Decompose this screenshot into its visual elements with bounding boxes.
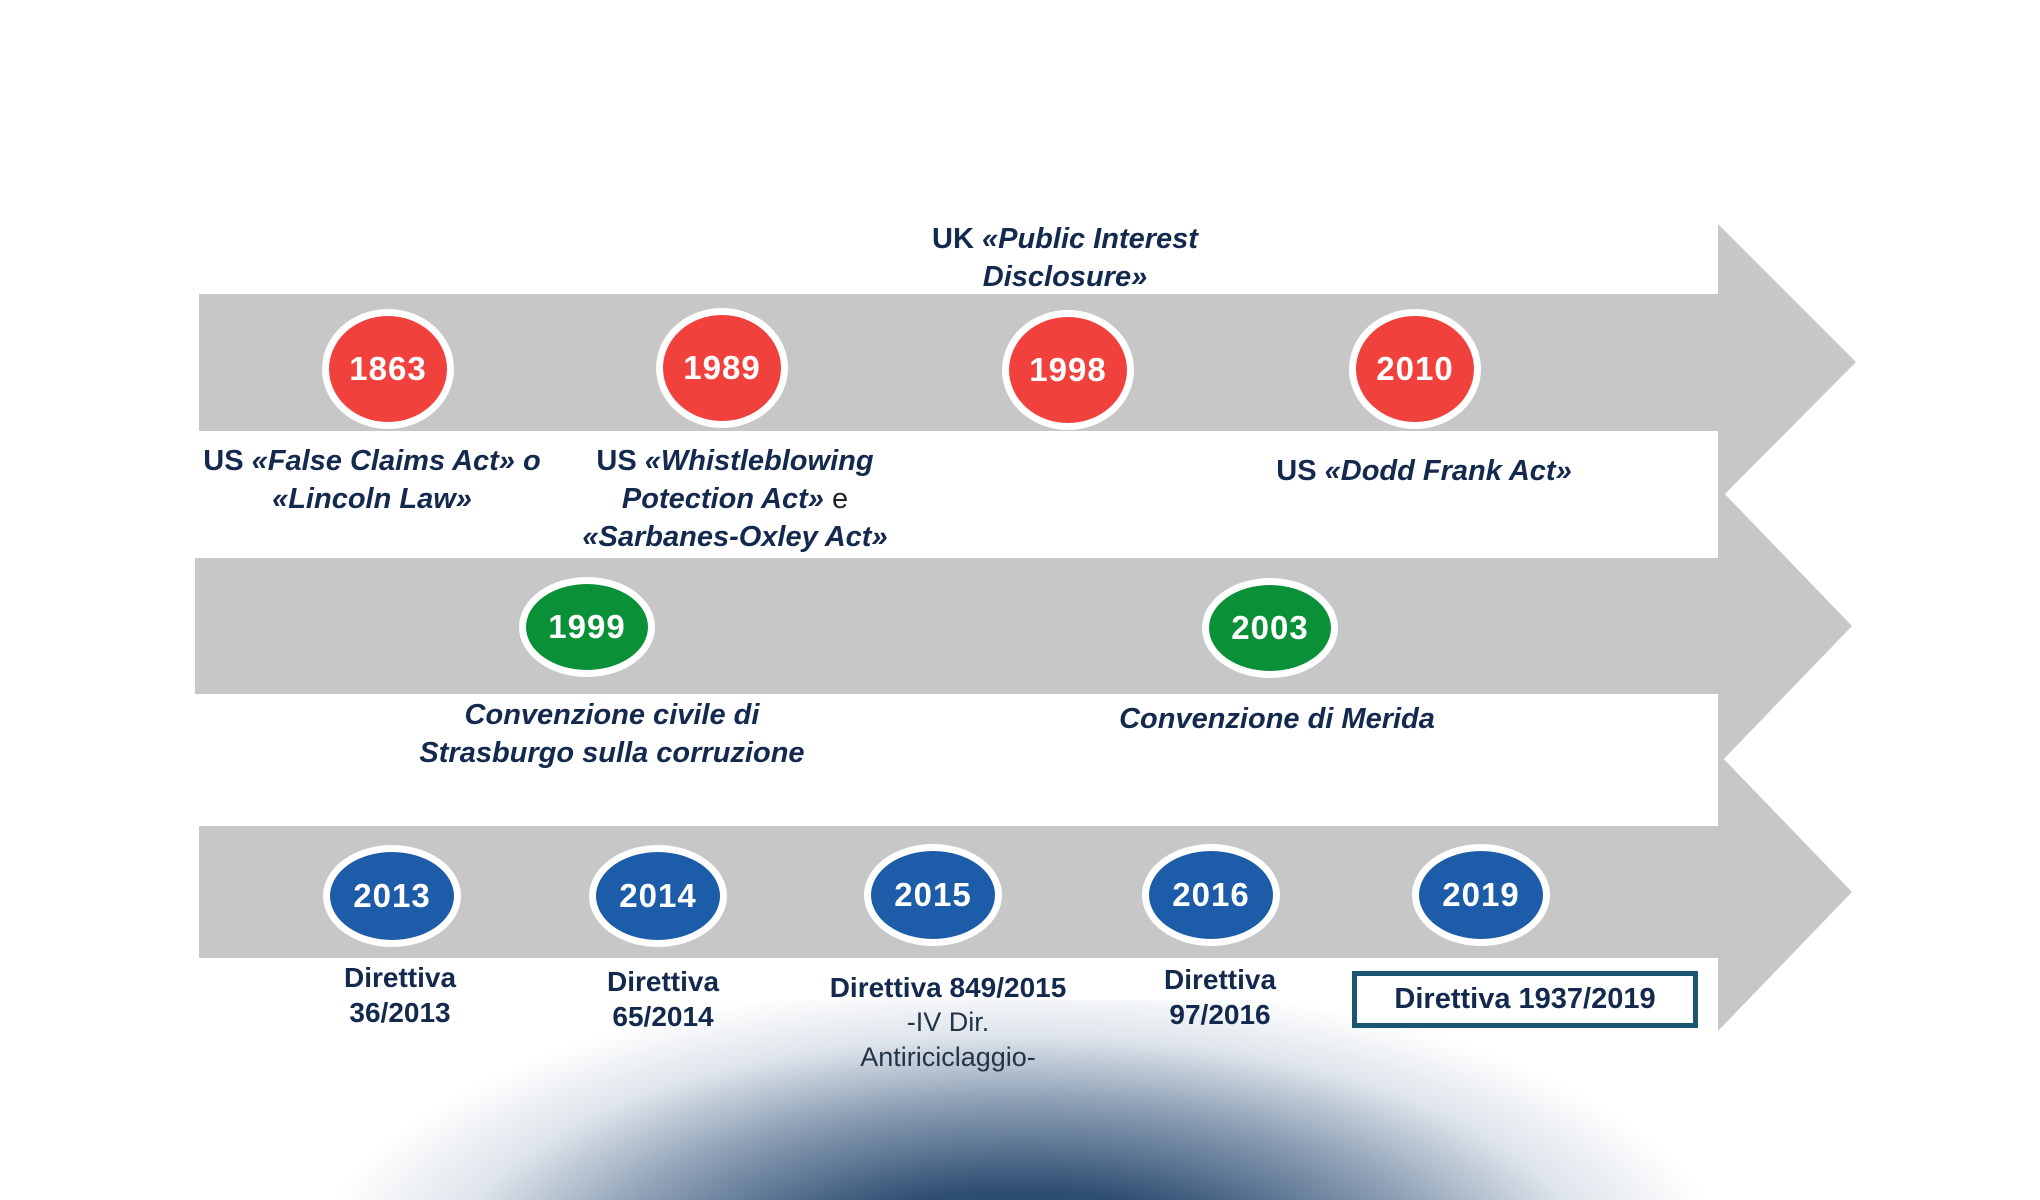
year-marker-2003: 2003	[1202, 578, 1338, 678]
year-marker-1998: 1998	[1002, 310, 1134, 430]
label-line: Direttiva	[343, 962, 457, 993]
label-line: Convenzione di Merida	[1119, 703, 1435, 735]
year-marker-2014: 2014	[589, 845, 727, 947]
year-marker-1863: 1863	[322, 309, 454, 429]
label-italic: «False Claims Act» o	[251, 445, 541, 477]
label-italic: «Dodd Frank Act»	[1324, 455, 1572, 487]
event-label-dodd-frank-act: US «Dodd Frank Act»	[1164, 452, 1684, 490]
label-line: Direttiva	[1163, 964, 1277, 995]
event-label-direttiva-849-2015: Direttiva 849/2015 -IV Dir. Antiriciclag…	[788, 970, 1108, 1075]
year-marker-1999: 1999	[519, 577, 655, 677]
bottom-gradient-decoration	[0, 1000, 2040, 1200]
year-marker-2013: 2013	[323, 845, 461, 947]
label-line: 36/2013	[349, 997, 451, 1028]
label-line: US «Dodd Frank Act»	[1164, 452, 1684, 490]
timeline-arrow-row3	[199, 753, 1852, 1031]
event-label-direttiva-1937-2019-box: Direttiva 1937/2019	[1352, 971, 1698, 1028]
label-line: -IV Dir.	[906, 1007, 990, 1037]
year-2003-text: 2003	[1231, 609, 1309, 646]
label-line: Potection Act» e	[565, 480, 905, 518]
year-1989-text: 1989	[683, 349, 761, 386]
label-line: Disclosure»	[982, 261, 1148, 293]
year-marker-2019: 2019	[1412, 844, 1550, 946]
label-line: «Lincoln Law»	[272, 483, 472, 515]
year-2019-text: 2019	[1442, 876, 1520, 913]
year-marker-2010: 2010	[1349, 309, 1481, 429]
year-marker-2015: 2015	[864, 844, 1002, 946]
timeline-arrow-row2	[195, 487, 1852, 765]
label-prefix: US	[203, 445, 244, 477]
event-label-direttiva-97-2016: Direttiva 97/2016	[1120, 962, 1320, 1032]
label-italic: «Whistleblowing	[644, 445, 874, 477]
event-label-direttiva-36-2013: Direttiva 36/2013	[300, 960, 500, 1030]
label-line: UK «Public Interest	[885, 220, 1245, 258]
label-italic: «Public Interest	[981, 223, 1198, 255]
year-1998-text: 1998	[1029, 351, 1107, 388]
year-marker-1989: 1989	[656, 308, 788, 428]
label-line: Direttiva	[606, 966, 720, 997]
year-marker-2016: 2016	[1142, 844, 1280, 946]
event-label-false-claims-act: US «False Claims Act» o «Lincoln Law»	[157, 442, 587, 518]
label-line: Antiriciclaggio-	[860, 1042, 1036, 1072]
year-2016-text: 2016	[1172, 876, 1250, 913]
label-prefix: UK	[932, 223, 974, 255]
year-2015-text: 2015	[894, 876, 972, 913]
label-line: 97/2016	[1169, 999, 1271, 1030]
label-line: Convenzione civile di	[464, 699, 760, 731]
event-label-convenzione-strasburgo: Convenzione civile di Strasburgo sulla c…	[397, 696, 827, 772]
event-label-whistleblowing-protection-act: US «Whistleblowing Potection Act» e «Sar…	[565, 442, 905, 556]
event-label-direttiva-65-2014: Direttiva 65/2014	[563, 964, 763, 1034]
label-line: US «False Claims Act» o	[157, 442, 587, 480]
label-line: Direttiva 849/2015	[829, 972, 1067, 1003]
label-line: Strasburgo sulla corruzione	[419, 737, 805, 769]
event-label-convenzione-merida: Convenzione di Merida	[1062, 700, 1492, 738]
label-prefix: US	[596, 445, 637, 477]
year-1999-text: 1999	[548, 608, 626, 645]
year-1863-text: 1863	[349, 350, 427, 387]
label-line: US «Whistleblowing	[565, 442, 905, 480]
label-line: «Sarbanes-Oxley Act»	[582, 521, 888, 553]
year-2013-text: 2013	[353, 877, 431, 914]
label-connector: e	[831, 483, 849, 515]
label-line: 65/2014	[612, 1001, 714, 1032]
year-2014-text: 2014	[619, 877, 697, 914]
label-prefix: US	[1276, 455, 1317, 487]
boxed-label-text: Direttiva 1937/2019	[1394, 983, 1656, 1015]
year-2010-text: 2010	[1376, 350, 1454, 387]
label-italic: Potection Act»	[621, 483, 824, 515]
event-label-uk-public-interest-disclosure: UK «Public Interest Disclosure»	[885, 220, 1245, 296]
